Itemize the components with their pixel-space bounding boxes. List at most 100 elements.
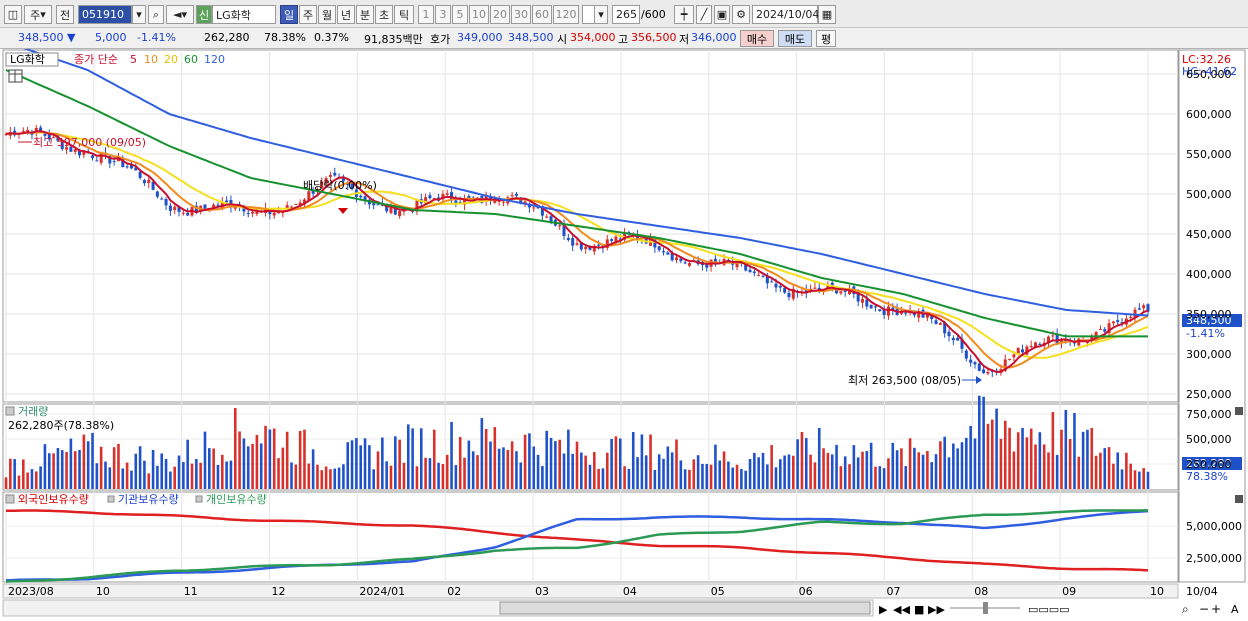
chevron-down-icon[interactable]: ▾ (594, 5, 608, 24)
tab-period-second[interactable]: 초 (375, 5, 393, 24)
stop-icon[interactable]: ■ (914, 603, 924, 616)
volume-bar (1116, 452, 1120, 489)
eval-button[interactable]: 평 (816, 30, 836, 47)
chevron-down-icon[interactable]: ▾ (132, 5, 146, 24)
volume-bar (359, 445, 363, 489)
tab-period-day[interactable]: 일 (280, 5, 298, 24)
candle-body (969, 359, 973, 363)
save-icon[interactable]: ▣ (714, 5, 730, 24)
volume-bar (151, 449, 155, 489)
buy-button[interactable]: 매수 (740, 30, 774, 47)
candle-body (757, 275, 761, 277)
tab-minute-3[interactable]: 3 (435, 5, 451, 24)
volume-bar (943, 436, 946, 489)
candle-body (372, 203, 376, 206)
price-y-tick: 450,000 (1186, 228, 1232, 241)
chart-settings-icon[interactable]: ◫ (4, 5, 22, 24)
search-icon[interactable]: ⌕ (148, 5, 164, 24)
volume-bar (493, 427, 497, 489)
volume-bar (965, 437, 968, 489)
panel-toggle-icon[interactable] (5, 406, 15, 416)
volume-bar (82, 434, 86, 489)
mode-select[interactable]: 주 ▾ (24, 5, 52, 24)
x-axis-label: 2024/01 (359, 585, 405, 598)
zoom-in-icon[interactable]: ⌕ (1182, 602, 1189, 616)
price-y-tick: 300,000 (1186, 348, 1232, 361)
volume-bar (1129, 463, 1132, 489)
candle-body (592, 245, 596, 252)
draw-tool-icon[interactable]: ╱ (696, 5, 712, 24)
rewind-icon[interactable]: ◀◀ (893, 603, 910, 616)
volume-bar (1103, 448, 1107, 489)
foreign-holding-line (5, 509, 1149, 572)
volume-bar (1077, 456, 1081, 489)
forward-icon[interactable]: ▶▶ (928, 603, 945, 616)
count-input[interactable]: 265 (612, 5, 640, 24)
volume-bar (960, 442, 964, 489)
minus-icon[interactable]: − (1199, 602, 1209, 616)
volume-bar (121, 468, 125, 489)
tab-minute-10[interactable]: 10 (469, 5, 489, 24)
sound-icon[interactable]: ◄▾ (166, 5, 194, 24)
candle-body (956, 337, 960, 341)
stock-code-input[interactable]: 051910 (78, 5, 132, 24)
volume-bar (657, 454, 661, 489)
tab-minute-60[interactable]: 60 (532, 5, 552, 24)
tab-period-month[interactable]: 월 (318, 5, 336, 24)
candle-body (173, 206, 177, 211)
candle-body (1025, 346, 1029, 355)
tab-period-year[interactable]: 년 (337, 5, 355, 24)
volume-bar (705, 463, 709, 489)
down-arrow-icon: ▼ (67, 31, 76, 44)
plus-icon[interactable]: + (1211, 602, 1221, 616)
volume-badge (1182, 457, 1242, 470)
sell-button[interactable]: 매도 (778, 30, 812, 47)
volume-bar (913, 447, 916, 489)
candle-body (869, 304, 873, 309)
auto-scale-icon[interactable]: A (1231, 603, 1239, 616)
volume-bar (1099, 452, 1102, 489)
tab-minute-120[interactable]: 120 (553, 5, 579, 24)
volume-bar (389, 465, 393, 489)
legend-bullet-icon (107, 495, 115, 503)
tab-minute-1[interactable]: 1 (418, 5, 434, 24)
volume-bar (212, 448, 215, 489)
volume-bar (307, 463, 311, 489)
tab-period-minute[interactable]: 분 (356, 5, 374, 24)
volume-bar (934, 454, 938, 489)
volume-y-tick: 500,000 (1186, 433, 1232, 446)
volume-bar (91, 432, 94, 489)
candle-body (216, 204, 220, 206)
calendar-icon[interactable]: ▦ (818, 5, 836, 24)
volume-bar (108, 467, 112, 489)
scrollbar-thumb[interactable] (499, 601, 871, 615)
volume-bar (78, 449, 81, 489)
volume-bar (303, 429, 306, 489)
candle-type-icon[interactable]: ┿ (674, 5, 694, 24)
tab-minute-30[interactable]: 30 (511, 5, 531, 24)
candle-body (65, 147, 69, 150)
tab-minute-5[interactable]: 5 (452, 5, 468, 24)
prev-button[interactable]: 전 (56, 5, 74, 24)
zoom-slider-thumb[interactable] (983, 602, 988, 614)
tab-minute-20[interactable]: 20 (490, 5, 510, 24)
candle-body (878, 309, 882, 312)
date-input[interactable]: 2024/10/04 (752, 5, 819, 24)
volume-bar (718, 460, 722, 489)
lc-label: LC:32.26 (1182, 53, 1231, 66)
gear-icon[interactable]: ⚙ (732, 5, 750, 24)
tab-period-week[interactable]: 주 (299, 5, 317, 24)
tab-period-tick[interactable]: 틱 (394, 5, 414, 24)
layout-icon[interactable]: ▭▭▭▭ (1028, 603, 1070, 616)
volume-bar (956, 448, 959, 489)
close-icon[interactable] (1235, 407, 1243, 415)
volume-bar (1016, 432, 1020, 489)
volume-bar (1029, 428, 1033, 489)
volume-bar (999, 438, 1003, 489)
volume-bar (917, 452, 921, 489)
x-axis-label: 2023/08 (8, 585, 54, 598)
close-icon[interactable] (1235, 495, 1243, 503)
panel-toggle-icon[interactable] (5, 494, 15, 504)
play-icon[interactable]: ▶ (879, 603, 888, 616)
candle-body (964, 350, 968, 359)
